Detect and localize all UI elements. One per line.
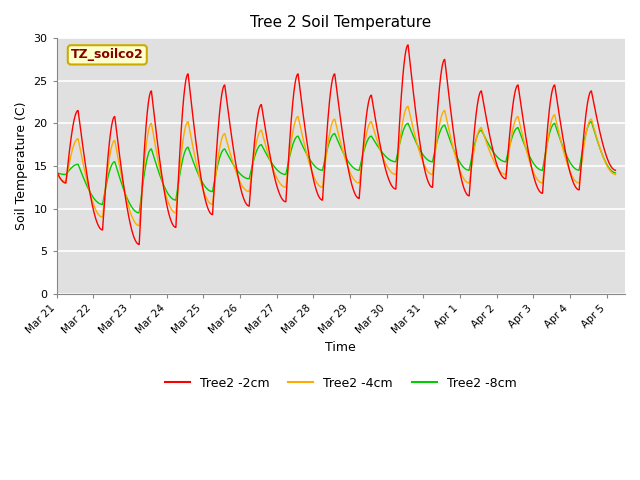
Tree2 -4cm <box>136 223 143 228</box>
Tree2 -8cm <box>303 152 311 158</box>
Tree2 -4cm <box>303 153 311 159</box>
Tree2 -2cm <box>612 168 620 173</box>
Tree2 -4cm <box>444 122 452 128</box>
Tree2 -2cm <box>53 168 61 174</box>
Line: Tree2 -4cm: Tree2 -4cm <box>57 106 616 226</box>
Tree2 -2cm <box>136 241 143 247</box>
Tree2 -8cm <box>291 137 298 143</box>
Line: Tree2 -2cm: Tree2 -2cm <box>57 45 616 244</box>
Title: Tree 2 Soil Temperature: Tree 2 Soil Temperature <box>250 15 431 30</box>
Line: Tree2 -8cm: Tree2 -8cm <box>57 121 616 213</box>
X-axis label: Time: Time <box>326 341 356 354</box>
Tree2 -8cm <box>374 143 381 149</box>
Tree2 -8cm <box>136 210 143 216</box>
Tree2 -8cm <box>444 130 451 136</box>
Tree2 -4cm <box>291 120 298 126</box>
Text: TZ_soilco2: TZ_soilco2 <box>71 48 143 61</box>
Tree2 -8cm <box>612 170 620 176</box>
Tree2 -2cm <box>411 100 419 106</box>
Tree2 -2cm <box>303 141 311 147</box>
Tree2 -4cm <box>53 171 61 177</box>
Tree2 -4cm <box>411 131 419 137</box>
Legend: Tree2 -2cm, Tree2 -4cm, Tree2 -8cm: Tree2 -2cm, Tree2 -4cm, Tree2 -8cm <box>160 372 522 395</box>
Tree2 -4cm <box>612 172 620 178</box>
Tree2 -8cm <box>410 135 418 141</box>
Tree2 -8cm <box>162 187 170 193</box>
Y-axis label: Soil Temperature (C): Soil Temperature (C) <box>15 102 28 230</box>
Tree2 -2cm <box>374 128 381 134</box>
Tree2 -4cm <box>374 139 381 145</box>
Tree2 -4cm <box>404 103 412 109</box>
Tree2 -8cm <box>53 170 61 176</box>
Tree2 -2cm <box>444 83 452 89</box>
Tree2 -2cm <box>162 198 170 204</box>
Tree2 -2cm <box>291 84 298 89</box>
Tree2 -4cm <box>162 192 170 198</box>
Tree2 -2cm <box>404 42 412 48</box>
Tree2 -8cm <box>588 119 595 124</box>
